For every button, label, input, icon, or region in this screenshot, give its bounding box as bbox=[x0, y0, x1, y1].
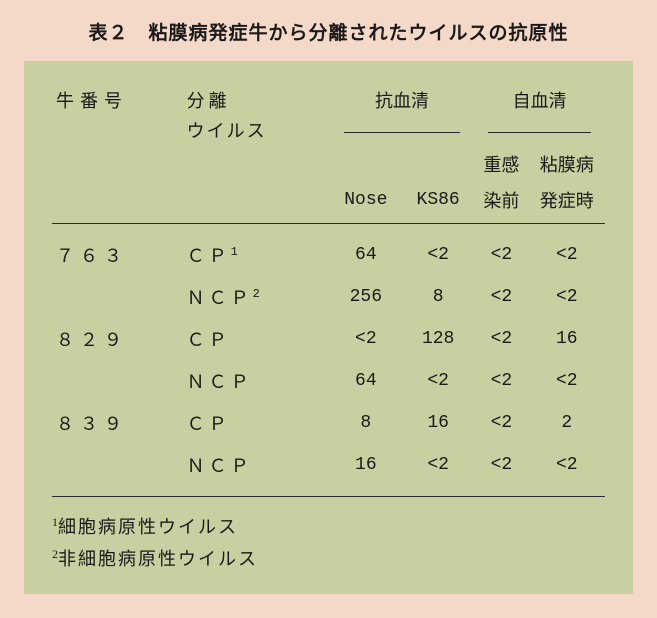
cell-ks86: 16 bbox=[402, 402, 474, 444]
cell-s1: <2 bbox=[474, 318, 528, 360]
cell-ks86: <2 bbox=[402, 224, 474, 277]
hdr-antiserum-line bbox=[330, 113, 475, 147]
cell-s2: <2 bbox=[529, 444, 605, 497]
cell-virus: ＣＰ bbox=[183, 402, 330, 444]
cell-s2: <2 bbox=[529, 224, 605, 277]
footnote-1: 1細胞病原性ウイルス bbox=[52, 511, 605, 543]
footnote-1-text: 細胞病原性ウイルス bbox=[58, 517, 238, 537]
cell-s2: <2 bbox=[529, 360, 605, 402]
cell-nose: 16 bbox=[330, 444, 402, 497]
hdr-nose: Nose bbox=[330, 181, 402, 224]
table-row: ７６３ ＣＰ1 64 <2 <2 <2 bbox=[52, 224, 605, 277]
table-row: ＮＣＰ2 256 8 <2 <2 bbox=[52, 276, 605, 318]
cell-virus: ＮＣＰ bbox=[183, 360, 330, 402]
hdr-isolate: 分離 bbox=[183, 79, 330, 113]
cell-s2: <2 bbox=[529, 276, 605, 318]
page: 表２ 粘膜病発症牛から分離されたウイルスの抗原性 牛番号 分離 抗血清 自血清 … bbox=[0, 0, 657, 618]
cell-ks86: 128 bbox=[402, 318, 474, 360]
cell-nose: 8 bbox=[330, 402, 402, 444]
cell-cow: ８２９ bbox=[52, 318, 183, 360]
cell-ks86: 8 bbox=[402, 276, 474, 318]
table-header: 牛番号 分離 抗血清 自血清 ウイルス 重感 粘膜病 bbox=[52, 79, 605, 224]
table-row: ８３９ ＣＰ 8 16 <2 2 bbox=[52, 402, 605, 444]
footnotes: 1細胞病原性ウイルス 2非細胞病原性ウイルス bbox=[52, 497, 605, 576]
table-container: 牛番号 分離 抗血清 自血清 ウイルス 重感 粘膜病 bbox=[24, 61, 633, 594]
cell-ks86: <2 bbox=[402, 444, 474, 497]
table-row: ８２９ ＣＰ <2 128 <2 16 bbox=[52, 318, 605, 360]
cell-s1: <2 bbox=[474, 402, 528, 444]
cell-s2: 16 bbox=[529, 318, 605, 360]
cell-cow bbox=[52, 360, 183, 402]
cell-s2: 2 bbox=[529, 402, 605, 444]
cell-cow: ８３９ bbox=[52, 402, 183, 444]
hdr-own-1a: 重感 bbox=[474, 147, 528, 181]
cell-s1: <2 bbox=[474, 276, 528, 318]
cell-s1: <2 bbox=[474, 224, 528, 277]
cell-virus: ＮＣＰ bbox=[183, 444, 330, 497]
table-title: 表２ 粘膜病発症牛から分離されたウイルスの抗原性 bbox=[24, 18, 633, 45]
hdr-ownserum-line bbox=[474, 113, 605, 147]
hdr-own-2a: 粘膜病 bbox=[529, 147, 605, 181]
cell-virus: ＣＰ1 bbox=[183, 224, 330, 277]
cell-nose: 64 bbox=[330, 224, 402, 277]
hdr-isolate-sub: ウイルス bbox=[183, 113, 330, 147]
antigenicity-table: 牛番号 分離 抗血清 自血清 ウイルス 重感 粘膜病 bbox=[52, 79, 605, 497]
cell-s1: <2 bbox=[474, 444, 528, 497]
cell-ks86: <2 bbox=[402, 360, 474, 402]
hdr-own-serum: 自血清 bbox=[474, 79, 605, 113]
cell-virus: ＣＰ bbox=[183, 318, 330, 360]
footnote-2-text: 非細胞病原性ウイルス bbox=[58, 549, 258, 569]
cell-cow: ７６３ bbox=[52, 224, 183, 277]
table-row: ＮＣＰ 64 <2 <2 <2 bbox=[52, 360, 605, 402]
hdr-cow: 牛番号 bbox=[52, 79, 183, 113]
cell-cow bbox=[52, 444, 183, 497]
cell-s1: <2 bbox=[474, 360, 528, 402]
cell-nose: <2 bbox=[330, 318, 402, 360]
table-body: ７６３ ＣＰ1 64 <2 <2 <2 ＮＣＰ2 256 8 <2 <2 ８２９ bbox=[52, 224, 605, 497]
hdr-ks86: KS86 bbox=[402, 181, 474, 224]
hdr-own-1b: 染前 bbox=[474, 181, 528, 224]
footnote-2: 2非細胞病原性ウイルス bbox=[52, 543, 605, 575]
cell-nose: 256 bbox=[330, 276, 402, 318]
hdr-antiserum: 抗血清 bbox=[330, 79, 475, 113]
hdr-own-2b: 発症時 bbox=[529, 181, 605, 224]
table-row: ＮＣＰ 16 <2 <2 <2 bbox=[52, 444, 605, 497]
cell-virus: ＮＣＰ2 bbox=[183, 276, 330, 318]
cell-nose: 64 bbox=[330, 360, 402, 402]
cell-cow bbox=[52, 276, 183, 318]
